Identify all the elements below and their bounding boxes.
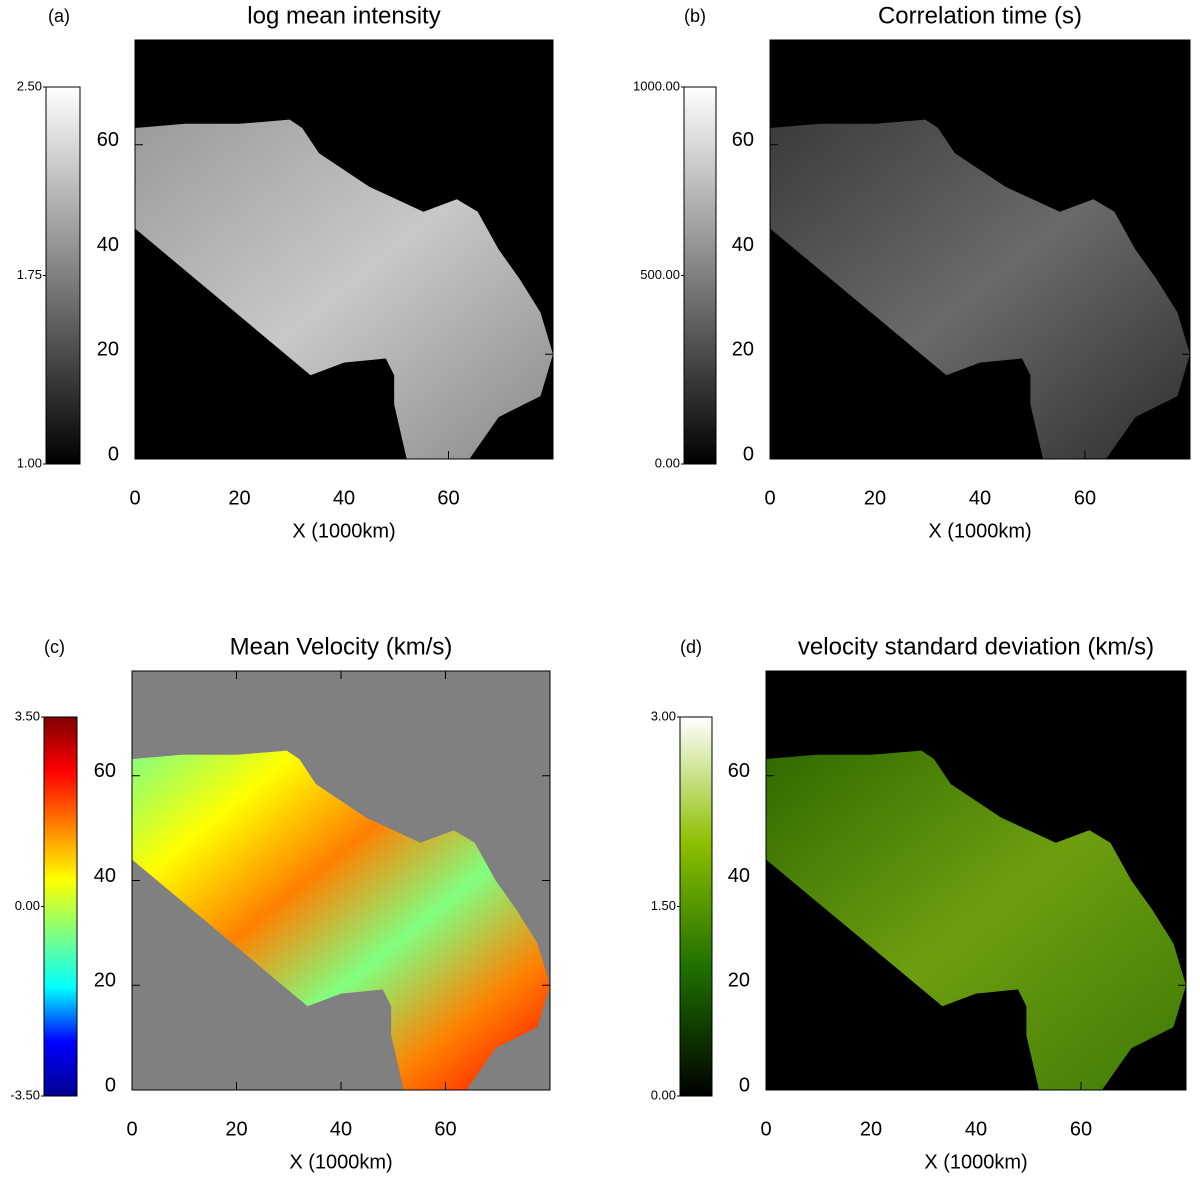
panel-title: Correlation time (s) bbox=[878, 2, 1082, 29]
y-tick-label: 20 bbox=[732, 339, 754, 361]
panel-title: velocity standard deviation (km/s) bbox=[798, 633, 1154, 660]
map-region bbox=[135, 119, 553, 460]
panel-title: log mean intensity bbox=[247, 2, 440, 29]
y-tick-label: 0 bbox=[743, 443, 754, 465]
x-tick-label: 40 bbox=[333, 487, 355, 509]
x-tick-label: 20 bbox=[864, 487, 886, 509]
y-tick-label: 20 bbox=[94, 970, 116, 992]
colorbar-tick-label: 1.50 bbox=[651, 898, 676, 913]
x-axis-label: X (1000km) bbox=[292, 520, 395, 542]
colorbar-tick-label: 0.00 bbox=[15, 898, 40, 913]
map-region bbox=[770, 119, 1190, 460]
panel-label: (d) bbox=[680, 637, 702, 657]
colorbar bbox=[683, 86, 717, 465]
panel-label: (c) bbox=[44, 637, 65, 657]
y-tick-label: 0 bbox=[105, 1074, 116, 1096]
x-tick-label: 40 bbox=[969, 487, 991, 509]
x-tick-label: 60 bbox=[437, 487, 459, 509]
colorbar-tick-label: 3.50 bbox=[15, 708, 40, 723]
x-tick-label: 0 bbox=[760, 1118, 771, 1140]
y-tick-label: 60 bbox=[732, 129, 754, 151]
x-tick-label: 40 bbox=[330, 1118, 352, 1140]
x-axis-label: X (1000km) bbox=[928, 520, 1031, 542]
panel-label: (a) bbox=[48, 6, 70, 26]
colorbar bbox=[43, 716, 78, 1097]
x-axis-label: X (1000km) bbox=[289, 1151, 392, 1173]
x-tick-label: 60 bbox=[1070, 1118, 1092, 1140]
panel-label: (b) bbox=[684, 6, 706, 26]
x-tick-label: 0 bbox=[126, 1118, 137, 1140]
colorbar-tick-label: 1.75 bbox=[17, 267, 42, 282]
x-tick-label: 20 bbox=[860, 1118, 882, 1140]
y-tick-label: 0 bbox=[739, 1074, 750, 1096]
x-tick-label: 60 bbox=[434, 1118, 456, 1140]
y-tick-label: 40 bbox=[94, 865, 116, 887]
x-tick-label: 40 bbox=[965, 1118, 987, 1140]
panel-title: Mean Velocity (km/s) bbox=[230, 633, 453, 660]
y-tick-label: 40 bbox=[728, 865, 750, 887]
map-region bbox=[766, 750, 1186, 1090]
x-tick-label: 0 bbox=[764, 487, 775, 509]
y-tick-label: 60 bbox=[94, 760, 116, 782]
colorbar-tick-label: 1000.00 bbox=[633, 78, 680, 93]
colorbar-tick-label: 0.00 bbox=[655, 455, 680, 470]
y-tick-label: 40 bbox=[97, 234, 119, 256]
y-tick-label: 40 bbox=[732, 234, 754, 256]
colorbar-tick-label: 0.00 bbox=[651, 1087, 676, 1102]
y-tick-label: 60 bbox=[728, 760, 750, 782]
y-tick-label: 20 bbox=[728, 970, 750, 992]
colorbar bbox=[45, 86, 81, 465]
colorbar bbox=[679, 716, 713, 1097]
x-tick-label: 0 bbox=[129, 487, 140, 509]
colorbar-tick-label: -3.50 bbox=[10, 1087, 40, 1102]
x-axis-label: X (1000km) bbox=[924, 1151, 1027, 1173]
y-tick-label: 0 bbox=[108, 443, 119, 465]
y-tick-label: 20 bbox=[97, 339, 119, 361]
x-tick-label: 20 bbox=[228, 487, 250, 509]
colorbar-tick-label: 500.00 bbox=[640, 267, 680, 282]
colorbar-tick-label: 3.00 bbox=[651, 708, 676, 723]
y-tick-label: 60 bbox=[97, 129, 119, 151]
x-tick-label: 20 bbox=[225, 1118, 247, 1140]
colorbar-tick-label: 1.00 bbox=[17, 455, 42, 470]
x-tick-label: 60 bbox=[1074, 487, 1096, 509]
colorbar-tick-label: 2.50 bbox=[17, 78, 42, 93]
map-region bbox=[132, 750, 550, 1090]
